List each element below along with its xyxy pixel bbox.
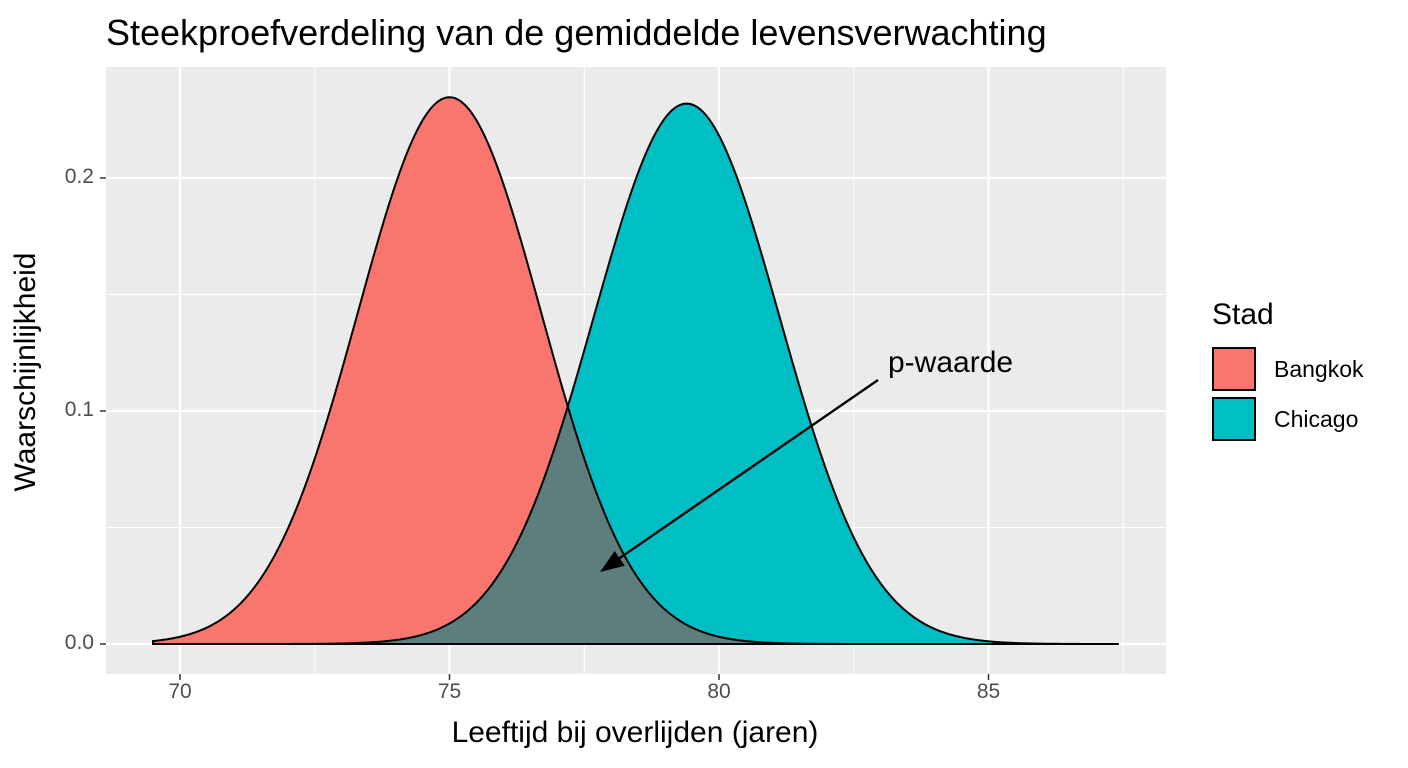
legend-label-bangkok: Bangkok <box>1274 355 1364 382</box>
legend-item-chicago: Chicago <box>1212 394 1364 444</box>
y-axis-label: Waarschijnlijkheid <box>9 252 42 492</box>
p-value-arrow <box>600 379 879 572</box>
y-tick-label: 0.1 <box>64 398 94 421</box>
legend-key-bangkok <box>1212 347 1256 391</box>
legend-item-bangkok: Bangkok <box>1212 344 1364 394</box>
chart-title: Steekproefverdeling van de gemiddelde le… <box>106 12 1047 53</box>
density-areas <box>152 96 1119 645</box>
legend-title: Stad <box>1212 298 1274 331</box>
x-axis-label: Leeftijd bij overlijden (jaren) <box>451 716 819 749</box>
x-tick-label: 70 <box>168 680 192 703</box>
x-tick-label: 80 <box>707 680 731 703</box>
legend-label-chicago: Chicago <box>1274 405 1359 432</box>
x-tick-label: 75 <box>437 680 462 703</box>
y-tick-label: 0.0 <box>64 631 94 654</box>
x-tick-label: 85 <box>976 680 1001 703</box>
y-tick-label: 0.2 <box>64 165 94 188</box>
legend: Stad Bangkok Chicago <box>1212 298 1364 444</box>
axis-ticks <box>100 177 990 680</box>
legend-key-chicago <box>1212 397 1256 441</box>
p-value-annotation: p-waarde <box>888 346 1014 379</box>
